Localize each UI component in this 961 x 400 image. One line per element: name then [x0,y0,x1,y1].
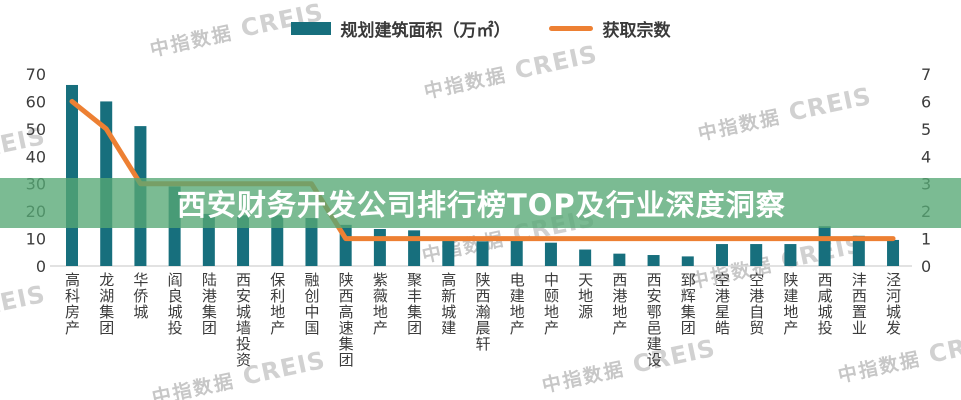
legend-item-bar: 规划建筑面积（万㎡） [290,16,511,41]
y-axis-tick-left: 0 [36,257,46,276]
legend-bar-label: 规划建筑面积（万㎡） [340,21,511,41]
x-axis-label: 泾河城发 [884,272,903,336]
x-axis-label: 融创中国 [302,272,321,336]
bar [887,239,900,266]
x-axis-label: 高科房产 [63,272,81,336]
x-axis-label: 沣西置业 [849,272,868,336]
bar [784,244,797,266]
y-axis-tick-right: 6 [921,92,931,111]
y-axis-tick-right: 1 [921,230,931,249]
x-axis-label: 高新城建 [439,272,458,336]
bar [681,256,694,266]
x-axis-label: 聚丰集团 [405,272,424,336]
y-axis-tick-left: 40 [26,147,46,166]
bar [818,226,831,266]
x-axis-label: 龙湖集团 [97,272,116,336]
x-axis-label: 空港自贸 [747,272,766,336]
bar [408,230,421,266]
legend: 规划建筑面积（万㎡） 获取宗数 [0,16,961,41]
bar [544,242,557,266]
x-axis-label: 西安鄂邑建设 [644,272,663,368]
x-axis-label: 紫薇地产 [370,272,389,336]
bar [442,239,455,266]
y-axis-tick-right: 5 [921,120,931,139]
legend-line-label: 获取宗数 [602,21,671,41]
x-axis-label: 西港地产 [610,272,629,336]
x-axis-label: 西咸城投 [815,272,834,336]
bar [715,244,728,266]
y-axis-tick-left: 50 [26,120,46,139]
y-axis-tick-right: 0 [921,257,931,276]
y-axis-tick-right: 4 [921,147,931,166]
y-axis-tick-right: 7 [921,65,931,84]
bar [305,218,318,266]
x-axis-label: 保利地产 [268,272,287,336]
bar [373,228,386,266]
x-axis-label: 郅辉集团 [678,272,697,336]
legend-bar-swatch [290,22,331,35]
x-axis-label: 华侨城 [131,272,150,320]
y-axis-tick-left: 70 [26,65,46,84]
x-axis-label: 陕西瀚晨轩 [473,272,492,352]
bar [476,241,489,266]
bar [647,255,660,266]
title-banner: 西安财务开发公司排行榜TOP及行业深度洞察 [0,178,961,228]
x-axis-label: 电建地产 [507,272,526,336]
bar [579,249,592,266]
bar [613,253,626,266]
legend-line-swatch [548,26,593,31]
x-axis-label: 天地源 [576,272,595,320]
x-axis-label: 中颐地产 [541,272,560,336]
bar [852,235,865,266]
legend-item-line: 获取宗数 [548,16,671,41]
x-axis-label: 陕西高速集团 [336,272,355,368]
x-axis-label: 陕建地产 [781,272,800,336]
banner-title: 西安财务开发公司排行榜TOP及行业深度洞察 [177,188,786,222]
x-axis-label: 空港星皓 [712,272,731,336]
x-axis-label: 阎良城投 [165,272,184,336]
x-axis-label: 陆港集团 [199,272,218,336]
bar [510,238,523,266]
y-axis-tick-left: 10 [26,230,46,249]
bar [66,84,78,266]
y-axis-tick-left: 60 [26,92,46,111]
bar [750,244,763,266]
x-axis-label: 西安城墙投资 [234,272,253,368]
